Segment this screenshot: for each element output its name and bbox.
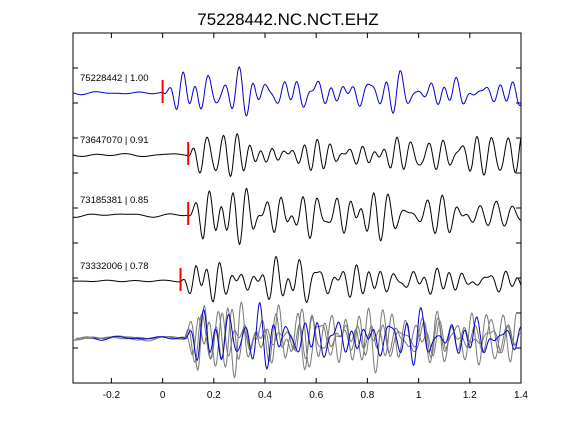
x-tick-label: 0.2 bbox=[207, 390, 221, 401]
trace-label: 73185381 | 0.85 bbox=[80, 195, 149, 206]
x-tick-label: -0.2 bbox=[103, 390, 121, 401]
x-tick-label: 1.2 bbox=[463, 390, 477, 401]
trace-73185381 bbox=[72, 187, 522, 246]
x-tick-label: 0.4 bbox=[258, 390, 272, 401]
overlay-trace-75228442 bbox=[93, 301, 521, 370]
x-tick-label: 1 bbox=[416, 390, 422, 401]
pick-markers bbox=[161, 80, 190, 291]
x-axis: -0.2 0 0.2 0.4 0.6 0.8 1 1.2 1.4 bbox=[103, 33, 528, 401]
trace-labels: 75228442 | 1.00 73647070 | 0.91 73185381 |… bbox=[80, 73, 149, 272]
y-axis-ticks bbox=[73, 67, 521, 349]
trace-75228442 bbox=[72, 66, 522, 117]
overlay-trace-73332006 bbox=[75, 304, 521, 368]
trace-73647070 bbox=[72, 133, 522, 178]
overlay-traces bbox=[73, 300, 521, 379]
trace-group bbox=[72, 66, 522, 304]
chart-title: 75228442.NC.NCT.EHZ bbox=[197, 10, 378, 29]
x-tick-label: 0 bbox=[160, 390, 166, 401]
trace-label: 73332006 | 0.78 bbox=[80, 261, 149, 272]
x-tick-label: 0.8 bbox=[360, 390, 374, 401]
trace-label: 73647070 | 0.91 bbox=[80, 135, 149, 146]
overlay-trace-73185381 bbox=[73, 300, 517, 379]
x-tick-label: 1.4 bbox=[514, 390, 528, 401]
trace-73332006 bbox=[73, 255, 522, 304]
x-tick-label: 0.6 bbox=[309, 390, 323, 401]
trace-label: 75228442 | 1.00 bbox=[80, 73, 149, 84]
